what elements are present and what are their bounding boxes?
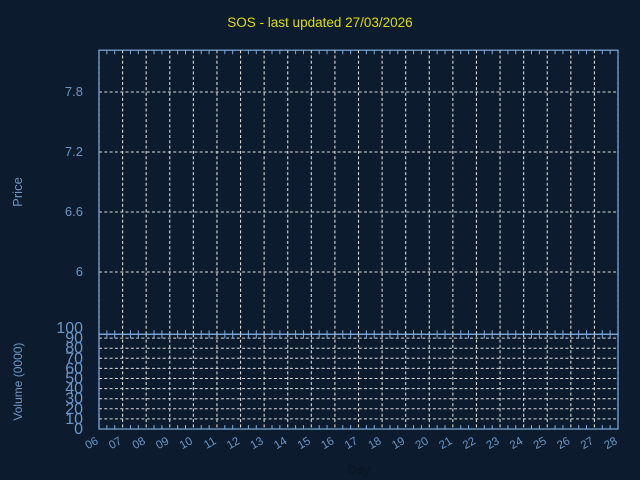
svg-text:7.8: 7.8	[65, 84, 83, 99]
svg-text:100: 100	[56, 320, 83, 337]
svg-text:7.2: 7.2	[65, 144, 83, 159]
svg-text:6.6: 6.6	[65, 204, 83, 219]
svg-text:Day: Day	[347, 462, 371, 477]
svg-text:Volume (0000): Volume (0000)	[11, 343, 25, 421]
svg-text:Price: Price	[10, 177, 25, 207]
svg-text:6: 6	[76, 264, 83, 279]
svg-text:SOS - last updated 27/03/2026: SOS - last updated 27/03/2026	[227, 15, 412, 30]
